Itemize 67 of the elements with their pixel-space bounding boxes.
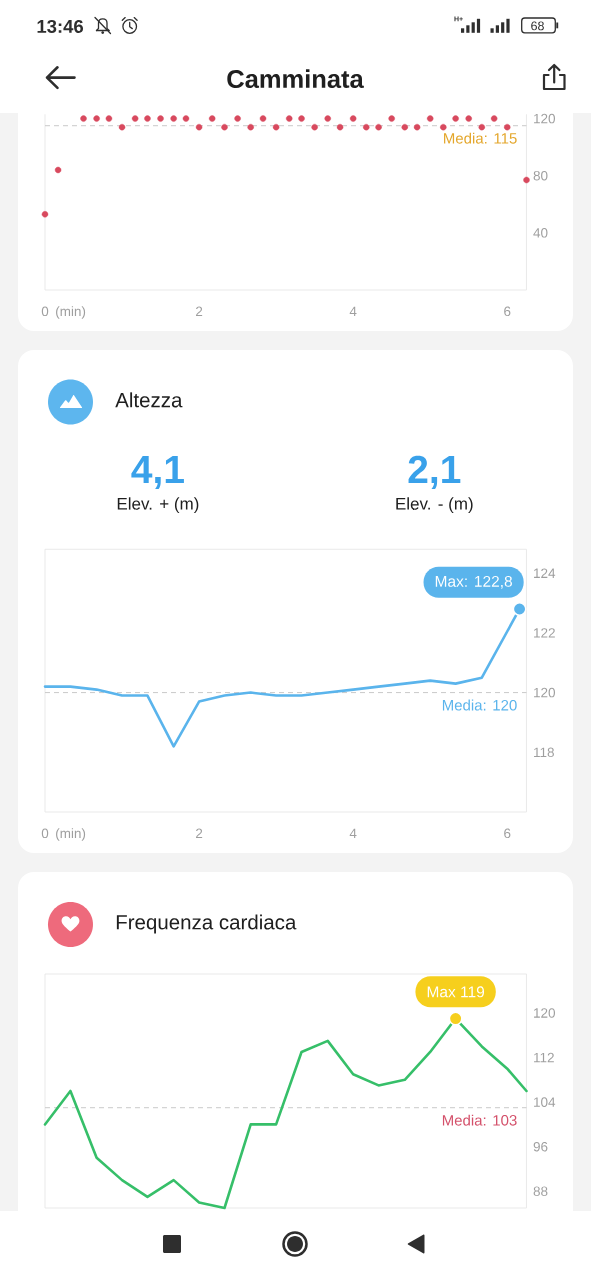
x-tick-label: 2 [196, 828, 203, 838]
x-axis-title: (min) [56, 828, 86, 841]
point [157, 115, 164, 122]
text: 4,1 [131, 456, 184, 489]
point [465, 115, 472, 122]
point [234, 115, 241, 122]
point [118, 123, 126, 131]
point [298, 115, 305, 122]
point [388, 115, 395, 122]
point [440, 123, 447, 131]
x-tick-label: 4 [349, 828, 357, 838]
point [523, 176, 530, 184]
point [182, 115, 190, 122]
point [413, 123, 421, 131]
point [311, 123, 318, 131]
text: 13:46 [37, 19, 84, 33]
y-tick-label: 112 [534, 1052, 554, 1063]
point [427, 115, 434, 122]
point [41, 211, 49, 218]
ref-line-label: Media: 120 [442, 699, 517, 711]
point [93, 115, 100, 122]
point [324, 115, 331, 122]
point [504, 123, 511, 131]
point [452, 115, 459, 122]
y-tick-label: 122 [534, 628, 555, 638]
chart-title: Frequenza cardiaca [116, 914, 297, 934]
x-tick-label: 0 [41, 306, 49, 317]
y-tick-label: 80 [533, 170, 548, 181]
text: 68 [531, 21, 544, 31]
y-tick-label: 40 [533, 228, 548, 238]
annotation: Max 119 [427, 986, 485, 998]
ref-line-label: Media: 103 [442, 1114, 517, 1126]
point [170, 115, 177, 122]
text: 2,1 [408, 455, 461, 489]
text: Elev. + (m) [117, 497, 199, 514]
y-tick-label: 104 [534, 1097, 556, 1107]
y-tick-label: 120 [534, 113, 556, 124]
y-tick-label: 88 [533, 1186, 548, 1197]
point [490, 115, 498, 122]
point [144, 115, 151, 122]
point [80, 115, 87, 122]
point [221, 123, 228, 131]
point [105, 115, 113, 122]
x-tick-label: 6 [504, 828, 511, 839]
point [259, 115, 267, 122]
point [195, 123, 203, 131]
y-tick-label: 118 [534, 747, 554, 758]
y-tick-label: 124 [534, 568, 556, 578]
y-tick-label: 96 [533, 1141, 548, 1152]
annotation: Max: 122,8 [435, 575, 512, 589]
point [286, 115, 293, 122]
point [349, 115, 357, 122]
chart-title: Altezza [115, 392, 183, 408]
text: Elev. - (m) [396, 497, 473, 514]
point [208, 115, 216, 122]
point [363, 123, 370, 131]
point [247, 123, 254, 131]
point [401, 123, 408, 131]
point [131, 115, 139, 122]
point [375, 123, 382, 131]
point [272, 123, 280, 131]
y-tick-label: 120 [534, 1008, 556, 1018]
point [336, 123, 344, 131]
text: Camminata [227, 69, 364, 89]
point [478, 123, 486, 131]
x-tick-label: 0 [41, 828, 49, 839]
y-tick-label: 120 [534, 687, 556, 698]
